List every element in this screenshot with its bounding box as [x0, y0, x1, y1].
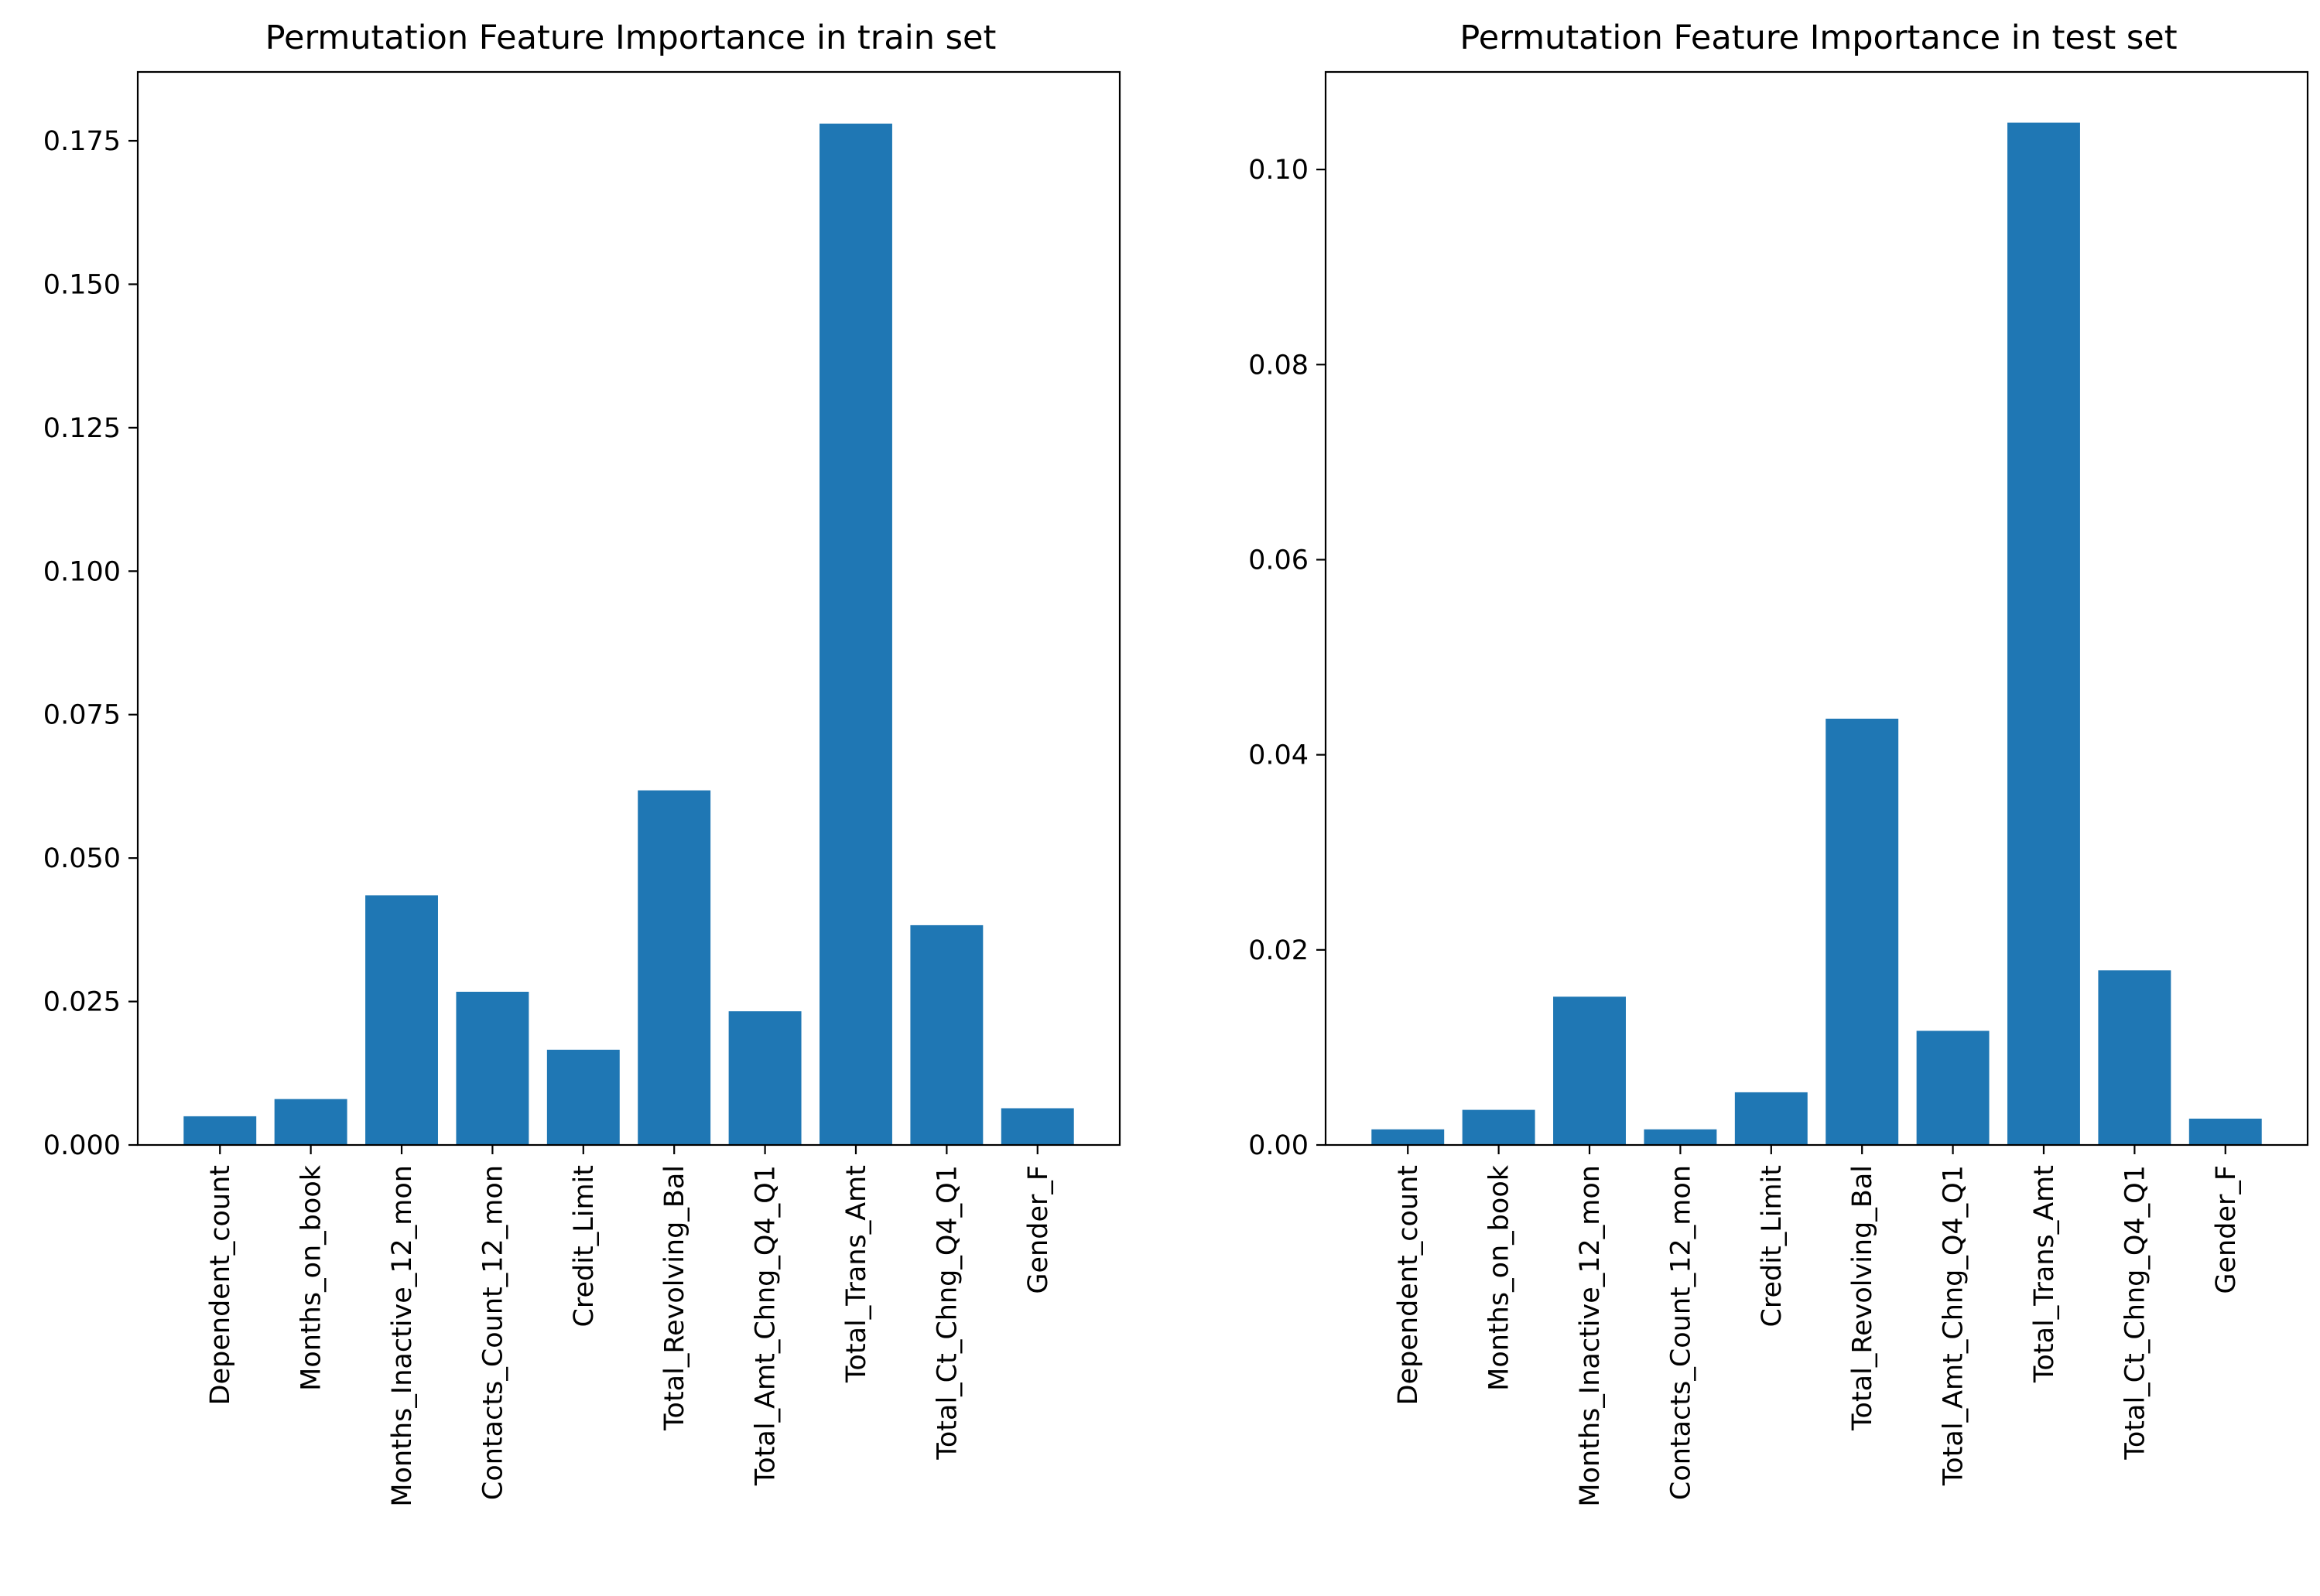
train-xtick-label: Dependent_count	[205, 1165, 236, 1405]
train-bar-months-inactive-12-mon	[365, 895, 438, 1145]
test-xtick-label: Credit_Limit	[1757, 1165, 1788, 1328]
test-xtick-label: Months_on_book	[1484, 1164, 1515, 1391]
train-ytick-label: 0.175	[43, 126, 121, 157]
train-chart-title: Permutation Feature Importance in train …	[265, 19, 997, 57]
test-bar-dependent-count	[1371, 1129, 1445, 1145]
test-bar-credit-limit	[1734, 1092, 1808, 1145]
train-ytick-label: 0.000	[43, 1130, 121, 1161]
train-bar-credit-limit	[546, 1049, 620, 1145]
test-bar-months-inactive-12-mon	[1553, 996, 1626, 1145]
test-xtick-label: Total_Revolving_Bal	[1847, 1165, 1878, 1431]
test-axes-frame	[1324, 70, 2309, 1147]
test-ytick-label: 0.10	[1248, 155, 1309, 186]
train-axes-frame	[136, 70, 1121, 1147]
test-xtick-label: Contacts_Count_12_mon	[1665, 1165, 1696, 1500]
train-xtick-label: Total_Revolving_Bal	[659, 1165, 690, 1431]
train-xtick-label: Contacts_Count_12_mon	[477, 1165, 508, 1500]
train-xtick-label: Months_Inactive_12_mon	[387, 1165, 418, 1507]
train-bar-total-trans-amt	[820, 123, 892, 1145]
test-ytick-label: 0.00	[1248, 1130, 1309, 1161]
train-chart: Permutation Feature Importance in train …	[43, 19, 1121, 1507]
test-bar-months-on-book	[1462, 1109, 1535, 1145]
train-ytick-label: 0.075	[43, 700, 121, 731]
train-bar-gender-f	[1001, 1108, 1074, 1145]
train-xtick-label: Total_Trans_Amt	[841, 1165, 872, 1383]
test-chart: Permutation Feature Importance in test s…	[1248, 19, 2309, 1507]
train-bar-months-on-book	[274, 1099, 347, 1145]
train-ytick-label: 0.150	[43, 269, 121, 300]
test-ytick-label: 0.04	[1248, 740, 1309, 771]
train-ytick-label: 0.025	[43, 987, 121, 1018]
train-bar-total-amt-chng-q4-q1	[728, 1011, 802, 1145]
train-bar-total-ct-chng-q4-q1	[910, 924, 984, 1145]
train-bar-contacts-count-12-mon	[456, 991, 529, 1145]
test-xtick-label: Total_Amt_Chng_Q4_Q1	[1938, 1165, 1969, 1486]
train-ytick-label: 0.125	[43, 413, 121, 444]
test-xtick-label: Months_Inactive_12_mon	[1575, 1165, 1606, 1507]
test-bar-gender-f	[2188, 1118, 2262, 1145]
test-xtick-label: Total_Ct_Chng_Q4_Q1	[2120, 1165, 2151, 1461]
test-ytick-label: 0.02	[1248, 935, 1309, 966]
train-xtick-label: Credit_Limit	[569, 1165, 600, 1328]
test-bar-contacts-count-12-mon	[1644, 1129, 1717, 1145]
test-bar-total-trans-amt	[2007, 122, 2080, 1146]
test-xtick-label: Gender_F	[2211, 1165, 2242, 1294]
test-bar-total-revolving-bal	[1826, 718, 1899, 1145]
train-xtick-label: Gender_F	[1023, 1165, 1054, 1294]
train-xtick-label: Total_Amt_Chng_Q4_Q1	[751, 1165, 782, 1486]
test-xtick-label: Total_Trans_Amt	[2029, 1165, 2060, 1383]
train-bar-dependent-count	[183, 1116, 257, 1145]
test-ytick-label: 0.06	[1248, 545, 1309, 576]
test-bar-total-ct-chng-q4-q1	[2098, 970, 2171, 1145]
test-bar-total-amt-chng-q4-q1	[1916, 1030, 1990, 1145]
test-chart-title: Permutation Feature Importance in test s…	[1459, 19, 2177, 57]
test-ytick-label: 0.08	[1248, 350, 1309, 381]
test-xtick-label: Dependent_count	[1393, 1165, 1424, 1405]
train-ytick-label: 0.050	[43, 843, 121, 874]
train-ytick-label: 0.100	[43, 556, 121, 587]
train-xtick-label: Total_Ct_Chng_Q4_Q1	[932, 1165, 963, 1461]
train-bar-total-revolving-bal	[638, 790, 711, 1145]
train-xtick-label: Months_on_book	[296, 1164, 327, 1391]
